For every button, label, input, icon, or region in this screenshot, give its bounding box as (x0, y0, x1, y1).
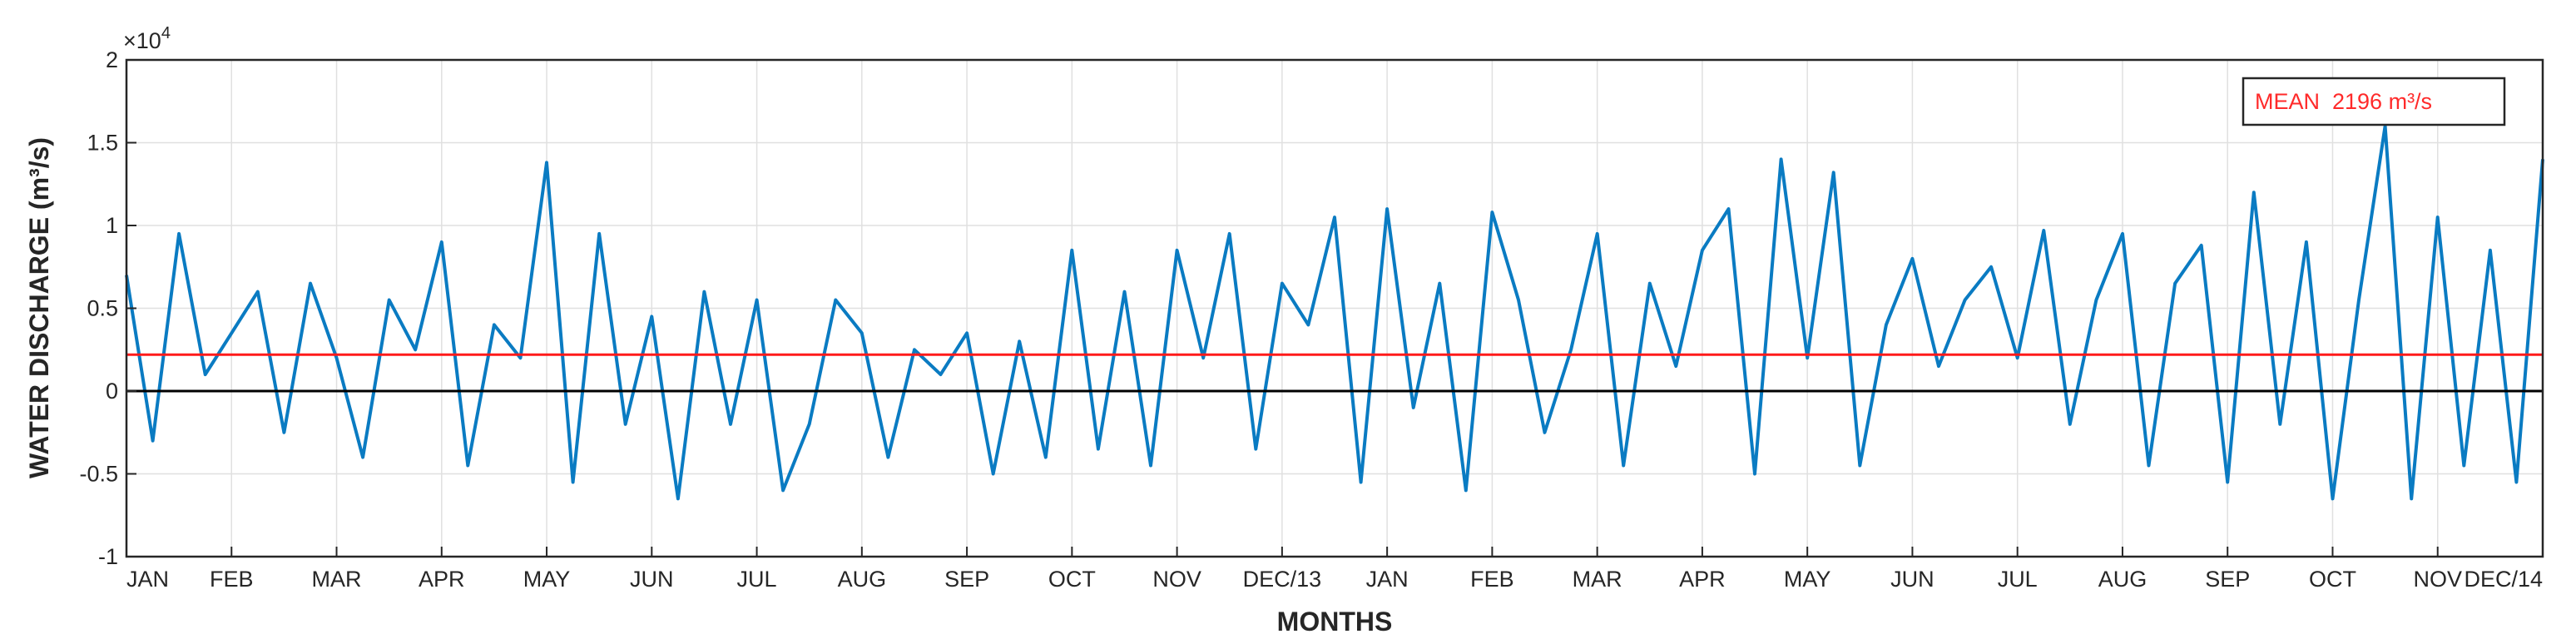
legend-mean-text: MEAN 2196 m³/s (2255, 89, 2432, 114)
x-tick-label: MAR (1573, 567, 1622, 592)
x-tick-label: NOV (2413, 567, 2462, 592)
x-tick-label: FEB (210, 567, 254, 592)
x-tick-label: DEC/14 (2464, 567, 2543, 592)
y-multiplier-base: ×10 (123, 28, 161, 53)
x-tick-label: AUG (2098, 567, 2147, 592)
y-tick-label: 2 (106, 47, 118, 72)
x-tick-label: SEP (2205, 567, 2250, 592)
x-tick-label: FEB (1470, 567, 1514, 592)
x-tick-label: DEC/13 (1243, 567, 1322, 592)
x-tick-label: SEP (944, 567, 989, 592)
x-tick-label: APR (419, 567, 465, 592)
x-tick-label: MAY (523, 567, 571, 592)
series-layer (125, 124, 2544, 501)
x-tick-label: NOV (1152, 567, 1201, 592)
x-tick-label: JUN (1890, 567, 1934, 592)
x-tick-label: AUG (838, 567, 887, 592)
x-axis-title: MONTHS (1277, 607, 1393, 637)
y-tick-label: 1 (106, 213, 118, 238)
x-tick-label: JUL (737, 567, 777, 592)
y-tick-label: -1 (98, 544, 118, 569)
x-tick-label: OCT (1048, 567, 1096, 592)
y-multiplier-exponent: 4 (161, 24, 171, 42)
x-tick-label: JUN (630, 567, 674, 592)
water-discharge-series-line (125, 124, 2544, 501)
x-tick-label: JUL (1998, 567, 2038, 592)
x-tick-label: MAY (1784, 567, 1831, 592)
y-tick-labels: -1 -0.5 0 0.5 1 1.5 2 (79, 47, 136, 569)
y-tick-label: 0.5 (87, 296, 118, 321)
x-tick-label: OCT (2309, 567, 2356, 592)
x-tick-label: APR (1679, 567, 1726, 592)
x-tick-label: MAR (312, 567, 362, 592)
y-axis-title: WATER DISCHARGE (m³/s) (24, 137, 54, 478)
y-multiplier-label: ×104 (123, 24, 171, 53)
x-tick-label: JAN (126, 567, 169, 592)
y-tick-label: 0 (106, 379, 118, 404)
legend-box (2242, 77, 2506, 126)
y-tick-label: 1.5 (87, 131, 118, 156)
x-tick-labels: JAN FEB MAR APR MAY JUN JUL AUG SEP OCT NOV DEC/13 J… (126, 547, 2544, 592)
legend: MEAN 2196 m³/s (2242, 77, 2506, 126)
y-tick-label: -0.5 (79, 462, 118, 487)
x-tick-label: JAN (1366, 567, 1409, 592)
